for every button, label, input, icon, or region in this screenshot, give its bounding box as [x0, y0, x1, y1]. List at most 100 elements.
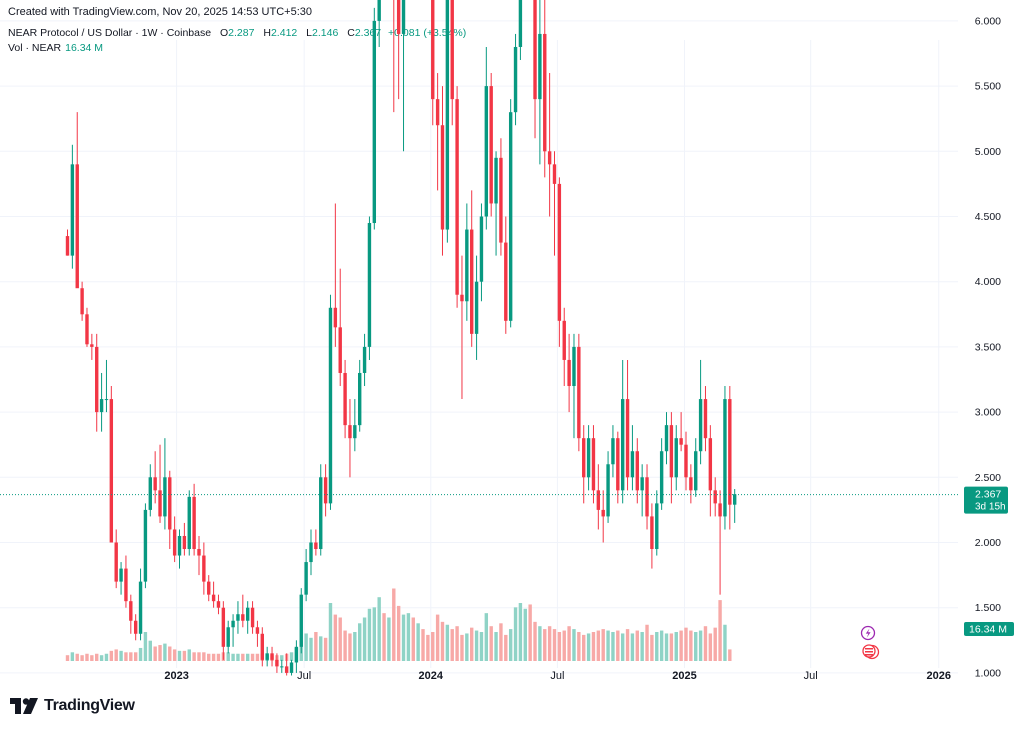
candle-body [85, 314, 89, 345]
candle-body [659, 451, 664, 504]
candle-body [635, 451, 639, 491]
candle-body [284, 666, 289, 673]
volume-bar [611, 632, 615, 661]
volume-bar [659, 630, 664, 661]
volume-bar [362, 617, 367, 661]
volume-label[interactable]: Vol · NEAR [8, 42, 62, 54]
volume-bar [567, 626, 571, 661]
volume-bar [684, 627, 688, 661]
volume-bar [153, 646, 157, 661]
volume-bar [630, 633, 635, 661]
candle-body [129, 601, 133, 621]
tradingview-brand[interactable]: TradingView [10, 697, 135, 715]
volume-bar [401, 614, 406, 661]
flag-stripe-icon [865, 648, 873, 650]
candle-body [192, 496, 196, 550]
volume-bar [314, 632, 318, 661]
brand-name: TradingView [44, 697, 135, 714]
x-axis-tick-label: Jul [804, 670, 818, 682]
volume-bar [358, 623, 362, 661]
symbol-title[interactable]: NEAR Protocol / US Dollar · 1W · Coinbas… [8, 27, 212, 39]
volume-bar [309, 637, 313, 661]
candle-body [133, 620, 138, 634]
volume-bar [538, 626, 542, 661]
volume-bar [250, 653, 255, 661]
candle-body [231, 620, 235, 628]
candle-body [168, 477, 172, 530]
candle-body [260, 633, 264, 660]
volume-bar [557, 632, 562, 661]
created-note: Created with TradingView.com, Nov 20, 20… [8, 6, 312, 18]
volume-bar [197, 652, 201, 661]
y-axis-tick-label: 3.000 [975, 407, 1001, 419]
candle-body [250, 607, 255, 628]
candle-body [280, 666, 284, 668]
candle-body [207, 581, 211, 595]
volume-bar [129, 652, 133, 661]
volume-bar [241, 653, 245, 661]
volume-bar [601, 629, 605, 661]
candle-body [547, 151, 552, 165]
candle-body [304, 562, 308, 595]
candle-body [655, 503, 659, 550]
volume-badge-value: 16.34 M [969, 624, 1007, 636]
candle-body [182, 535, 187, 550]
y-axis-tick-label: 5.500 [975, 81, 1001, 93]
volume-bar [323, 637, 328, 661]
volume-bar [85, 653, 89, 661]
candle-body [109, 399, 114, 543]
candle-body [95, 346, 99, 413]
volume-bar [372, 607, 377, 661]
candle-body [694, 451, 698, 491]
volume-bar [377, 597, 381, 661]
candle-body [265, 653, 269, 660]
volume-bar [280, 655, 284, 661]
candle-body [562, 320, 566, 360]
candle-body [431, 0, 435, 100]
candle-body [669, 425, 674, 478]
candle-body [328, 307, 333, 504]
volume-bar [182, 650, 187, 661]
volume-bar [367, 608, 372, 661]
candle-body [338, 327, 342, 373]
volume-bar [435, 614, 440, 661]
x-axis-tick-label: 2025 [672, 670, 696, 682]
candle-body [241, 614, 245, 621]
volume-bar [65, 655, 70, 661]
volume-bar [333, 614, 338, 661]
candle-body [489, 86, 493, 204]
volume-bar [698, 630, 703, 661]
volume-bar [445, 624, 450, 661]
y-axis-tick-label: 1.500 [975, 602, 1001, 614]
volume-bar [343, 630, 347, 661]
volume-bar [168, 646, 172, 661]
candle-body [732, 494, 737, 505]
candle-body [323, 477, 328, 504]
candle-body [508, 112, 513, 321]
volume-bar [216, 653, 221, 661]
y-axis-tick-label: 6.000 [975, 15, 1001, 27]
volume-badge [964, 622, 1014, 636]
candle-body [158, 490, 162, 517]
candle-body [197, 549, 201, 556]
high-value: 2.412 [270, 27, 298, 39]
volume-row: Vol · NEAR 16.34 M [8, 41, 466, 56]
candle-body [65, 236, 70, 256]
volume-bar [426, 634, 430, 661]
volume-bar [236, 653, 240, 661]
volume-bar [348, 633, 352, 661]
volume-bar [703, 626, 708, 661]
candle-body [372, 20, 377, 224]
y-axis-tick-label: 5.000 [975, 146, 1001, 158]
last-price-value: 2.367 [975, 489, 1001, 501]
volume-bar [474, 630, 479, 661]
volume-bar [552, 629, 557, 661]
volume-bar [387, 617, 391, 661]
candle-body [465, 229, 469, 302]
candle-body [187, 496, 191, 550]
volume-bar [523, 608, 527, 661]
volume-bar [431, 632, 435, 661]
volume-bar [202, 652, 206, 661]
y-axis-tick-label: 2.500 [975, 472, 1001, 484]
